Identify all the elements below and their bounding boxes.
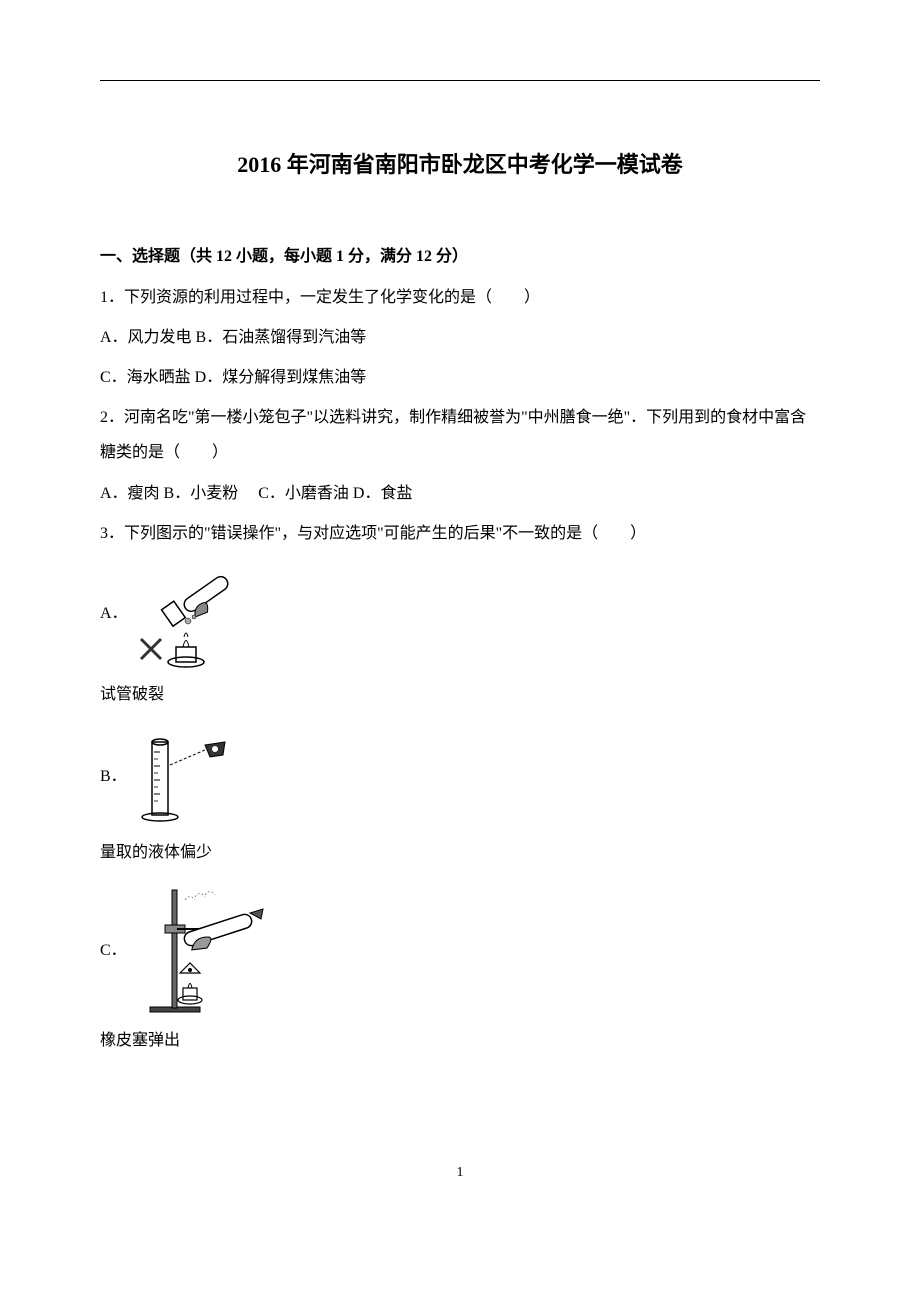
q3-b-diagram: [135, 727, 245, 827]
page-title: 2016 年河南省南阳市卧龙区中考化学一模试卷: [100, 141, 820, 189]
header-rule: [100, 80, 820, 81]
q3-option-a: A．: [100, 559, 820, 669]
q3-c-label: C．: [100, 933, 127, 968]
q3-a-label: A．: [100, 596, 128, 631]
q1-options-line1: A．风力发电 B．石油蒸馏得到汽油等: [100, 320, 820, 355]
q1-options-line2: C．海水晒盐 D．煤分解得到煤焦油等: [100, 360, 820, 395]
test-tube-heating-icon: [136, 559, 256, 669]
q3-option-c: C．: [100, 885, 820, 1015]
graduated-cylinder-icon: [135, 727, 245, 827]
q3-b-caption: 量取的液体偏少: [100, 835, 820, 870]
q1-stem: 1．下列资源的利用过程中，一定发生了化学变化的是（ ）: [100, 280, 820, 315]
q3-c-diagram: [135, 885, 275, 1015]
q2-stem: 2．河南名吃"第一楼小笼包子"以选料讲究，制作精细被誉为"中州膳食一绝"．下列用…: [100, 400, 820, 470]
heating-apparatus-icon: [135, 885, 275, 1015]
q3-stem: 3．下列图示的"错误操作"，与对应选项"可能产生的后果"不一致的是（ ）: [100, 516, 820, 551]
q3-option-b: B．: [100, 727, 820, 827]
section-heading: 一、选择题（共 12 小题，每小题 1 分，满分 12 分）: [100, 239, 820, 274]
q3-a-diagram: [136, 559, 256, 669]
page-number: 1: [100, 1158, 820, 1189]
q3-a-caption: 试管破裂: [100, 677, 820, 712]
q2-options: A．瘦肉 B．小麦粉 C．小磨香油 D．食盐: [100, 476, 820, 511]
q3-c-caption: 橡皮塞弹出: [100, 1023, 820, 1058]
q3-b-label: B．: [100, 759, 127, 794]
